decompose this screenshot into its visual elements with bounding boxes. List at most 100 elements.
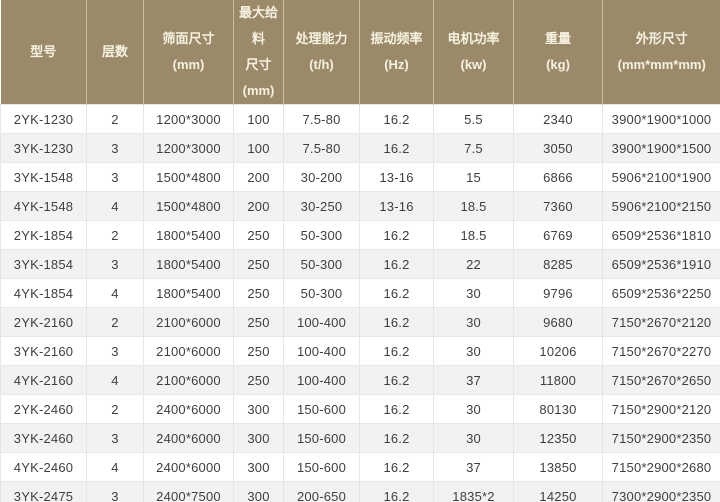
column-header-line: (mm) xyxy=(242,83,275,98)
column-header-screen_size: 筛面尺寸 (mm) xyxy=(143,0,234,105)
cell-capacity: 150-600 xyxy=(283,452,360,482)
cell-frequency: 13-16 xyxy=(359,191,434,221)
cell-max_feed: 300 xyxy=(233,452,284,482)
cell-screen_size: 1500*4800 xyxy=(143,162,234,192)
column-header-capacity: 处理能力 (t/h) xyxy=(283,0,360,105)
cell-model: 2YK-1230 xyxy=(0,104,87,134)
cell-screen_size: 2400*7500 xyxy=(143,481,234,502)
cell-layers: 2 xyxy=(86,307,144,337)
cell-screen_size: 1500*4800 xyxy=(143,191,234,221)
column-header-max_feed: 最大给料 尺寸 (mm) xyxy=(233,0,284,105)
column-header-line: 电机功率 xyxy=(447,31,500,46)
cell-layers: 3 xyxy=(86,249,144,279)
cell-dimensions: 6509*2536*1810 xyxy=(602,220,720,250)
table-row: 2YK-2460 2 2400*6000 300 150-600 16.2 30 80130 7… xyxy=(0,394,720,424)
cell-motor_power: 15 xyxy=(433,162,514,192)
cell-layers: 4 xyxy=(86,452,144,482)
cell-frequency: 16.2 xyxy=(359,481,434,502)
cell-weight: 8285 xyxy=(513,249,603,279)
column-header-line: (t/h) xyxy=(309,57,334,72)
cell-screen_size: 1800*5400 xyxy=(143,249,234,279)
cell-layers: 4 xyxy=(86,191,144,221)
cell-frequency: 16.2 xyxy=(359,365,434,395)
cell-dimensions: 6509*2536*1910 xyxy=(602,249,720,279)
cell-layers: 4 xyxy=(86,365,144,395)
header-row: 型号 层数 筛面尺寸 (mm) 最大给料 尺寸 (mm) 处理能力 (t/h) 振动频率 (Hz) 电… xyxy=(0,0,720,105)
column-header-line: (Hz) xyxy=(384,57,409,72)
table-row: 2YK-2160 2 2100*6000 250 100-400 16.2 30 9680 71… xyxy=(0,307,720,337)
cell-weight: 10206 xyxy=(513,336,603,366)
cell-capacity: 150-600 xyxy=(283,394,360,424)
cell-layers: 3 xyxy=(86,162,144,192)
table-row: 4YK-2460 4 2400*6000 300 150-600 16.2 37 13850 7… xyxy=(0,452,720,482)
column-header-model: 型号 xyxy=(0,0,87,105)
cell-dimensions: 7150*2670*2270 xyxy=(602,336,720,366)
cell-screen_size: 2400*6000 xyxy=(143,452,234,482)
cell-model: 4YK-1854 xyxy=(0,278,87,308)
cell-max_feed: 250 xyxy=(233,220,284,250)
column-header-line: 层数 xyxy=(101,44,128,59)
cell-dimensions: 5906*2100*1900 xyxy=(602,162,720,192)
cell-capacity: 7.5-80 xyxy=(283,133,360,163)
cell-model: 3YK-1548 xyxy=(0,162,87,192)
cell-model: 3YK-2460 xyxy=(0,423,87,453)
cell-model: 2YK-2160 xyxy=(0,307,87,337)
cell-max_feed: 100 xyxy=(233,133,284,163)
cell-max_feed: 250 xyxy=(233,249,284,279)
cell-capacity: 7.5-80 xyxy=(283,104,360,134)
cell-max_feed: 300 xyxy=(233,423,284,453)
cell-screen_size: 1800*5400 xyxy=(143,278,234,308)
cell-frequency: 16.2 xyxy=(359,278,434,308)
cell-layers: 3 xyxy=(86,336,144,366)
cell-max_feed: 250 xyxy=(233,365,284,395)
column-header-line: 尺寸 xyxy=(245,57,272,72)
cell-frequency: 16.2 xyxy=(359,394,434,424)
cell-layers: 2 xyxy=(86,394,144,424)
cell-capacity: 100-400 xyxy=(283,336,360,366)
cell-dimensions: 7150*2900*2350 xyxy=(602,423,720,453)
cell-weight: 11800 xyxy=(513,365,603,395)
column-header-line: 重量 xyxy=(544,31,571,46)
column-header-line: (mm*mm*mm) xyxy=(617,57,706,72)
column-header-layers: 层数 xyxy=(86,0,144,105)
cell-motor_power: 30 xyxy=(433,307,514,337)
cell-max_feed: 300 xyxy=(233,481,284,502)
cell-capacity: 100-400 xyxy=(283,365,360,395)
cell-dimensions: 7150*2900*2120 xyxy=(602,394,720,424)
cell-dimensions: 7150*2900*2680 xyxy=(602,452,720,482)
column-header-weight: 重量 (kg) xyxy=(513,0,603,105)
cell-screen_size: 2100*6000 xyxy=(143,307,234,337)
cell-dimensions: 7150*2670*2650 xyxy=(602,365,720,395)
cell-model: 4YK-2460 xyxy=(0,452,87,482)
cell-max_feed: 250 xyxy=(233,307,284,337)
cell-model: 2YK-1854 xyxy=(0,220,87,250)
cell-weight: 12350 xyxy=(513,423,603,453)
column-header-line: 外形尺寸 xyxy=(635,31,688,46)
cell-max_feed: 250 xyxy=(233,336,284,366)
cell-frequency: 16.2 xyxy=(359,249,434,279)
cell-model: 2YK-2460 xyxy=(0,394,87,424)
cell-weight: 6866 xyxy=(513,162,603,192)
column-header-line: (mm) xyxy=(172,57,205,72)
cell-motor_power: 18.5 xyxy=(433,220,514,250)
cell-dimensions: 7300*2900*2350 xyxy=(602,481,720,502)
cell-motor_power: 1835*2 xyxy=(433,481,514,502)
table-row: 3YK-1854 3 1800*5400 250 50-300 16.2 22 8285 650… xyxy=(0,249,720,279)
cell-layers: 3 xyxy=(86,481,144,502)
cell-dimensions: 5906*2100*2150 xyxy=(602,191,720,221)
cell-weight: 9796 xyxy=(513,278,603,308)
cell-motor_power: 30 xyxy=(433,336,514,366)
cell-layers: 3 xyxy=(86,133,144,163)
cell-weight: 14250 xyxy=(513,481,603,502)
cell-screen_size: 2400*6000 xyxy=(143,394,234,424)
column-header-dimensions: 外形尺寸 (mm*mm*mm) xyxy=(602,0,720,105)
column-header-line: 振动频率 xyxy=(370,31,423,46)
cell-motor_power: 37 xyxy=(433,365,514,395)
cell-weight: 6769 xyxy=(513,220,603,250)
cell-layers: 4 xyxy=(86,278,144,308)
cell-dimensions: 3900*1900*1000 xyxy=(602,104,720,134)
cell-capacity: 50-300 xyxy=(283,220,360,250)
cell-capacity: 150-600 xyxy=(283,423,360,453)
cell-frequency: 16.2 xyxy=(359,452,434,482)
